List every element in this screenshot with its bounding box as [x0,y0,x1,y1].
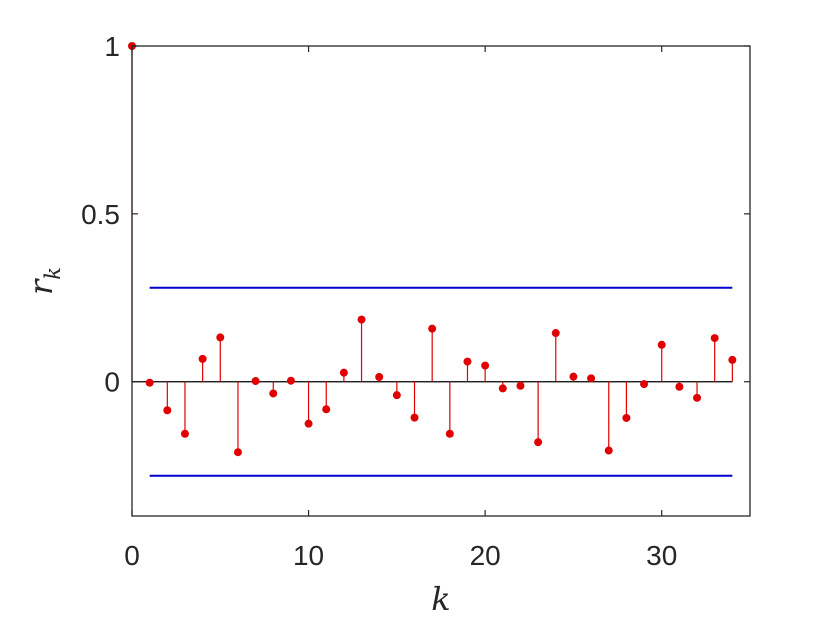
stem-18 [445,381,454,438]
stem-marker [693,393,702,402]
stem-marker [145,378,154,387]
stem-marker [640,380,649,389]
stem-marker [216,333,225,342]
stem-25 [569,372,578,382]
stem-1 [145,378,154,387]
stem-marker [180,429,189,438]
stem-marker [357,315,366,324]
x-axis-label: k [431,580,450,618]
stem-14 [375,373,384,382]
plot-frame [131,45,751,517]
stem-4 [198,354,207,382]
stem-19 [463,357,472,382]
x-tick-labels: 0 10 20 30 [124,540,677,571]
y-axis-label-base: r [22,278,60,295]
stem-marker [286,376,295,385]
stem-marker [604,446,613,455]
stem-32 [693,381,702,402]
stem-3 [180,381,189,438]
x-tick-label: 20 [470,540,501,571]
stem-22 [516,381,525,390]
stem-marker [481,361,490,370]
stem-marker [551,329,560,338]
stem-marker [392,391,401,400]
stem-8 [269,381,278,398]
stem-marker [498,384,507,393]
stem-31 [675,381,684,391]
stem-11 [322,381,331,414]
stem-marker [710,334,719,343]
y-tick-label: 1 [104,31,120,62]
stem-15 [392,381,401,400]
stem-23 [534,381,543,447]
stem-9 [286,376,295,385]
stem-marker [163,406,172,415]
stem-marker [375,373,384,382]
stem-7 [251,377,260,386]
stem-marker [304,419,313,428]
stem-2 [163,381,172,415]
stem-marker [516,381,525,390]
stem-marker [339,368,348,377]
stem-marker [587,374,596,383]
stem-marker [675,382,684,391]
stem-27 [604,381,613,455]
stem-marker [428,324,437,333]
stem-24 [551,329,560,382]
y-tick-label: 0.5 [81,199,120,230]
stem-marker [622,413,631,422]
stem-marker [198,354,207,363]
stem-16 [410,381,419,422]
stem-marker [534,438,543,447]
stem-20 [481,361,490,382]
x-tick-label: 10 [293,540,324,571]
stem-6 [233,381,242,457]
stem-30 [657,340,666,382]
stem-marker [233,448,242,457]
stem-21 [498,381,507,393]
stem-13 [357,315,366,382]
stem-marker [322,405,331,414]
stem-26 [587,374,596,383]
stem-marker [410,413,419,422]
stem-series [128,42,737,457]
stem-12 [339,368,348,382]
stem-29 [640,380,649,389]
x-tick-label: 0 [124,540,140,571]
stem-marker [728,355,737,364]
y-tick-labels: 00.51 [81,31,120,398]
stem-marker [463,357,472,366]
plot-area [132,46,750,516]
y-axis-label: rk [22,267,65,295]
stem-5 [216,333,225,382]
stem-17 [428,324,437,382]
stem-28 [622,381,631,422]
stem-10 [304,381,313,428]
stem-33 [710,334,719,382]
axis-ticks [131,45,750,516]
stem-34 [728,355,737,382]
stem-marker [657,340,666,349]
y-tick-label: 0 [104,367,120,398]
confidence-bounds [149,286,733,477]
x-tick-label: 30 [646,540,677,571]
stem-marker [251,377,260,386]
y-axis-label-subscript: k [41,267,65,280]
stem-marker [569,372,578,381]
svg-text:rk: rk [22,267,65,295]
stem-marker [445,429,454,438]
stem-marker [269,389,278,398]
